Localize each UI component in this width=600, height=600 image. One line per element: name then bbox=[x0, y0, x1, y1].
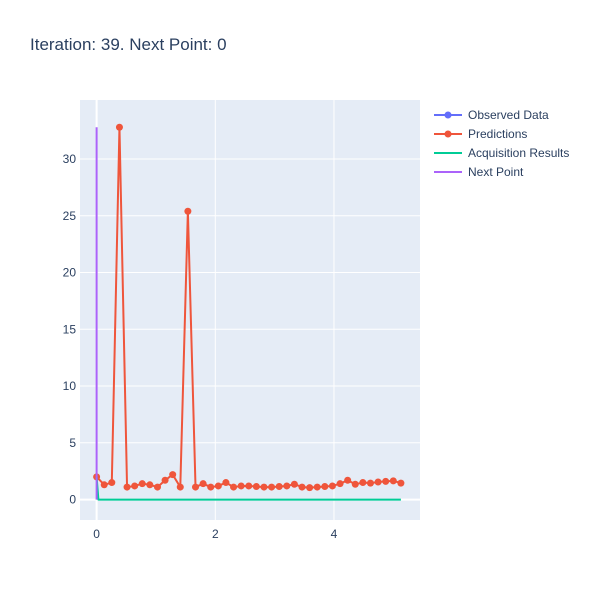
predictions-point bbox=[290, 480, 298, 488]
predictions-point bbox=[306, 484, 314, 492]
y-tick-label: 25 bbox=[63, 209, 77, 223]
y-tick-label: 5 bbox=[69, 436, 76, 450]
legend[interactable]: Observed Data Predictions Acquisition Resu… bbox=[434, 108, 569, 179]
predictions-point bbox=[351, 480, 359, 488]
predictions-point bbox=[283, 482, 291, 490]
chart-title: Iteration: 39. Next Point: 0 bbox=[30, 35, 227, 54]
legend-item-predictions[interactable]: Predictions bbox=[434, 127, 527, 141]
legend-item-next-point[interactable]: Next Point bbox=[434, 165, 524, 179]
predictions-point bbox=[298, 483, 306, 491]
plot-area bbox=[80, 100, 420, 520]
predictions-point bbox=[344, 476, 352, 484]
predictions-point bbox=[146, 481, 154, 489]
predictions-point bbox=[169, 471, 177, 479]
predictions-point bbox=[207, 483, 215, 491]
predictions-point bbox=[268, 483, 276, 491]
legend-label: Acquisition Results bbox=[468, 146, 569, 160]
predictions-point bbox=[260, 483, 268, 491]
series-layer bbox=[93, 123, 405, 501]
predictions-point bbox=[115, 123, 123, 131]
predictions-point bbox=[359, 479, 367, 487]
predictions-point bbox=[184, 207, 192, 215]
predictions-point bbox=[275, 483, 283, 491]
predictions-point bbox=[245, 482, 253, 490]
predictions-point bbox=[336, 480, 344, 488]
predictions-point bbox=[321, 483, 329, 491]
legend-label: Next Point bbox=[468, 165, 524, 179]
legend-swatch-marker bbox=[444, 111, 452, 119]
predictions-point bbox=[138, 480, 146, 488]
legend-label: Observed Data bbox=[468, 108, 549, 122]
predictions-point bbox=[374, 478, 382, 486]
predictions-point bbox=[161, 476, 169, 484]
predictions-point bbox=[252, 483, 260, 491]
legend-swatch-marker bbox=[444, 130, 452, 138]
predictions-point bbox=[108, 479, 116, 487]
predictions-point bbox=[214, 482, 222, 490]
y-tick-label: 20 bbox=[63, 266, 77, 280]
y-tick-label: 30 bbox=[63, 152, 77, 166]
x-tick-label: 0 bbox=[93, 527, 100, 541]
predictions-point bbox=[382, 477, 390, 485]
predictions-point bbox=[123, 483, 131, 491]
y-tick-label: 10 bbox=[63, 379, 77, 393]
y-tick-label: 0 bbox=[69, 493, 76, 507]
x-tick-label: 2 bbox=[212, 527, 219, 541]
legend-item-observed-data[interactable]: Observed Data bbox=[434, 108, 549, 122]
legend-label: Predictions bbox=[468, 127, 527, 141]
predictions-point bbox=[199, 480, 207, 488]
y-tick-label: 15 bbox=[63, 322, 77, 336]
predictions-point bbox=[222, 479, 230, 487]
predictions-point bbox=[237, 482, 245, 490]
x-tick-label: 4 bbox=[331, 527, 338, 541]
predictions-point bbox=[389, 477, 397, 485]
predictions-point bbox=[176, 483, 184, 491]
predictions-point bbox=[100, 481, 108, 489]
predictions-point bbox=[230, 483, 238, 491]
axis-ticks: 0 5 10 15 20 25 30 0 2 4 bbox=[63, 152, 338, 541]
predictions-point bbox=[131, 482, 139, 490]
predictions-point bbox=[397, 479, 405, 487]
predictions-point bbox=[153, 483, 161, 491]
predictions-point bbox=[366, 479, 374, 487]
legend-item-acquisition-results[interactable]: Acquisition Results bbox=[434, 146, 569, 160]
predictions-point bbox=[313, 483, 321, 491]
predictions-point bbox=[328, 482, 336, 490]
predictions-point bbox=[192, 483, 200, 491]
